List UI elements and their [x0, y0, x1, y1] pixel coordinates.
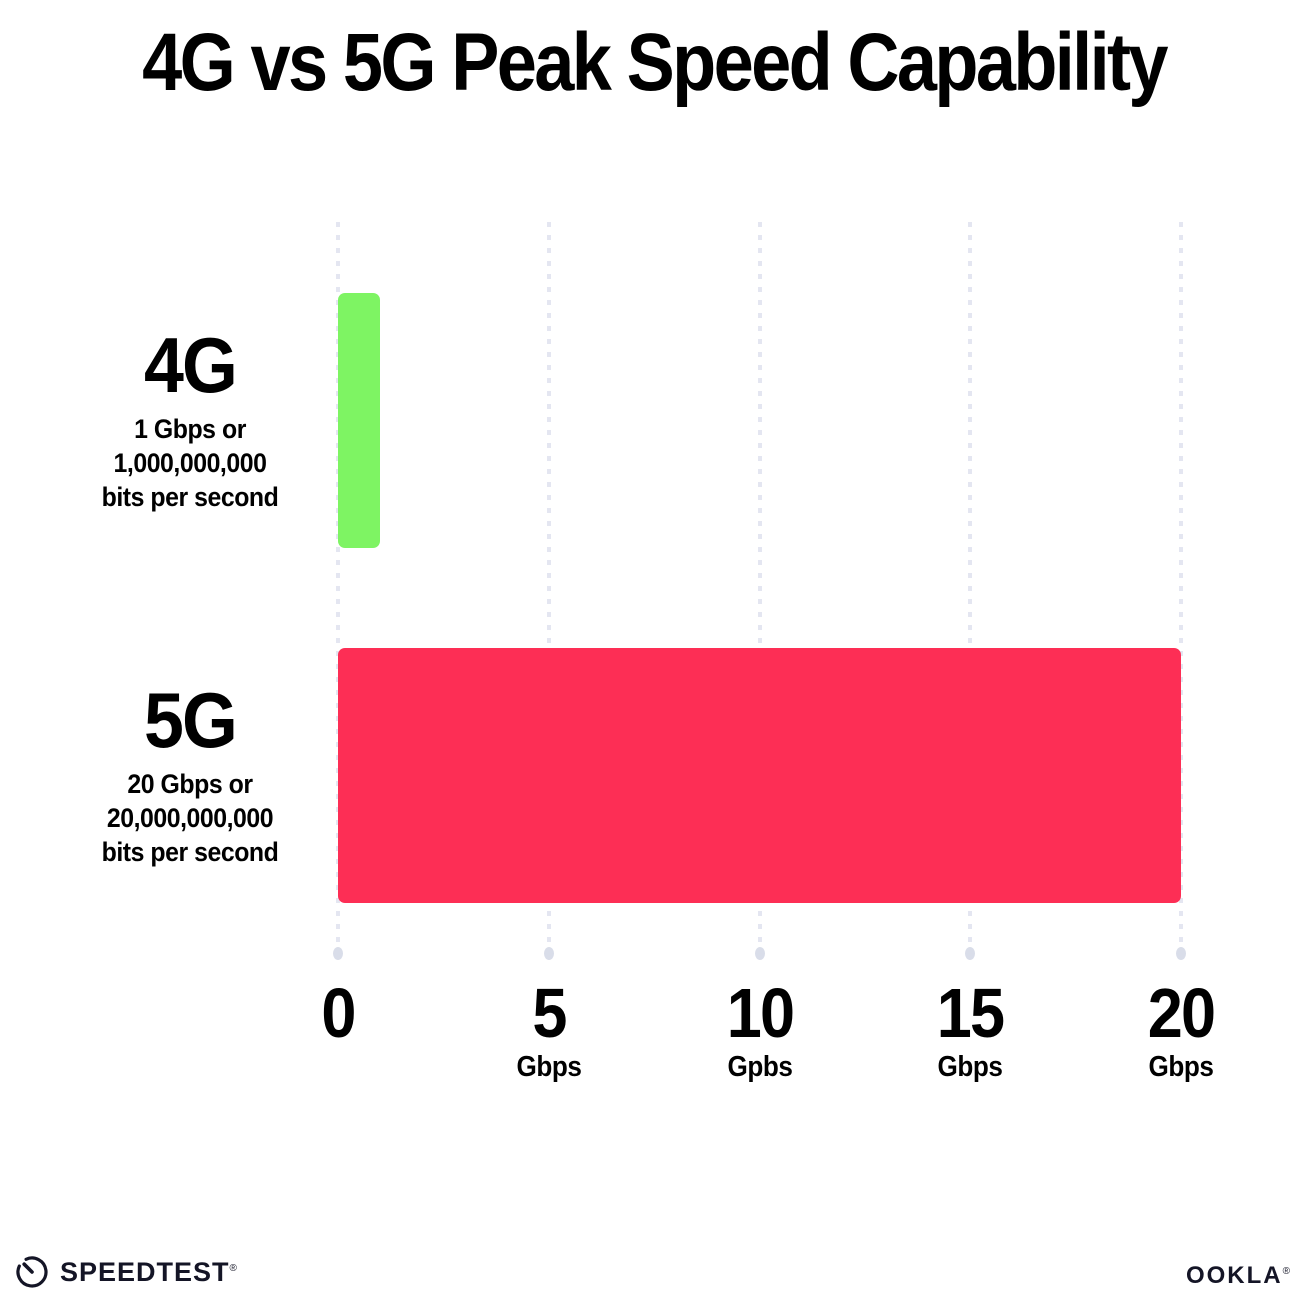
row-label-5g-desc-line: 20,000,000,000 [106, 803, 274, 833]
gridline-end-dot-5 [543, 947, 554, 960]
x-tick-10-unit: Gpbs [727, 1051, 792, 1083]
gridline-10 [757, 222, 762, 946]
ookla-wordmark: OOKLA® [1186, 1262, 1292, 1289]
gridline-20 [1179, 222, 1183, 946]
gridline-end-dot-0 [333, 947, 343, 960]
gridline-5 [546, 222, 551, 946]
bar-5g [338, 648, 1181, 903]
gridline-end-dot-10 [754, 947, 765, 960]
speedtest-gauge-icon [14, 1254, 50, 1290]
x-tick-5: 5 Gbps [516, 974, 582, 1083]
row-label-4g-desc-line: 1 Gbps or [134, 414, 246, 444]
ookla-logo: OOKLA® [1186, 1262, 1292, 1290]
x-tick-0-value: 0 [321, 974, 356, 1052]
x-tick-5-value: 5 [532, 974, 567, 1052]
x-tick-20: 20 Gbps [1147, 974, 1216, 1083]
x-tick-15-value: 15 [937, 974, 1005, 1052]
row-label-5g-title: 5G [143, 676, 238, 764]
x-tick-0: 0 [321, 974, 356, 1052]
gridline-end-dot-20 [1176, 947, 1186, 960]
row-label-4g-title: 4G [143, 321, 238, 409]
row-label-4g: 4G 1 Gbps or 1,000,000,000 bits per seco… [52, 321, 328, 514]
row-label-5g: 5G 20 Gbps or 20,000,000,000 bits per se… [52, 676, 328, 869]
speedtest-logo: SPEEDTEST® [14, 1254, 238, 1290]
x-tick-5-unit: Gbps [516, 1051, 582, 1083]
x-tick-20-unit: Gbps [1148, 1051, 1214, 1083]
gridline-0 [336, 222, 340, 946]
row-label-4g-description: 1 Gbps or 1,000,000,000 bits per second [52, 412, 328, 514]
gridline-15 [968, 222, 973, 946]
row-label-4g-desc-line: bits per second [101, 482, 279, 512]
chart-title: 4G vs 5G Peak Speed Capability [142, 17, 1168, 108]
speedtest-wordmark: SPEEDTEST® [60, 1257, 238, 1288]
gridline-end-dot-15 [965, 947, 976, 960]
row-label-5g-desc-line: bits per second [101, 837, 279, 867]
ookla-trademark: ® [1282, 1266, 1292, 1277]
x-tick-15: 15 Gbps [937, 974, 1005, 1083]
speedtest-trademark: ® [229, 1262, 238, 1274]
speedtest-label: SPEEDTEST [60, 1256, 230, 1287]
ookla-label: OOKLA [1185, 1262, 1283, 1289]
x-tick-20-value: 20 [1147, 974, 1216, 1052]
row-label-5g-desc-line: 20 Gbps or [127, 769, 253, 799]
x-tick-15-unit: Gbps [937, 1051, 1003, 1083]
x-tick-10: 10 Gpbs [726, 974, 794, 1083]
x-tick-10-value: 10 [726, 974, 794, 1052]
row-label-4g-desc-line: 1,000,000,000 [113, 448, 267, 478]
bar-4g [338, 293, 381, 548]
row-label-5g-description: 20 Gbps or 20,000,000,000 bits per secon… [52, 767, 328, 869]
